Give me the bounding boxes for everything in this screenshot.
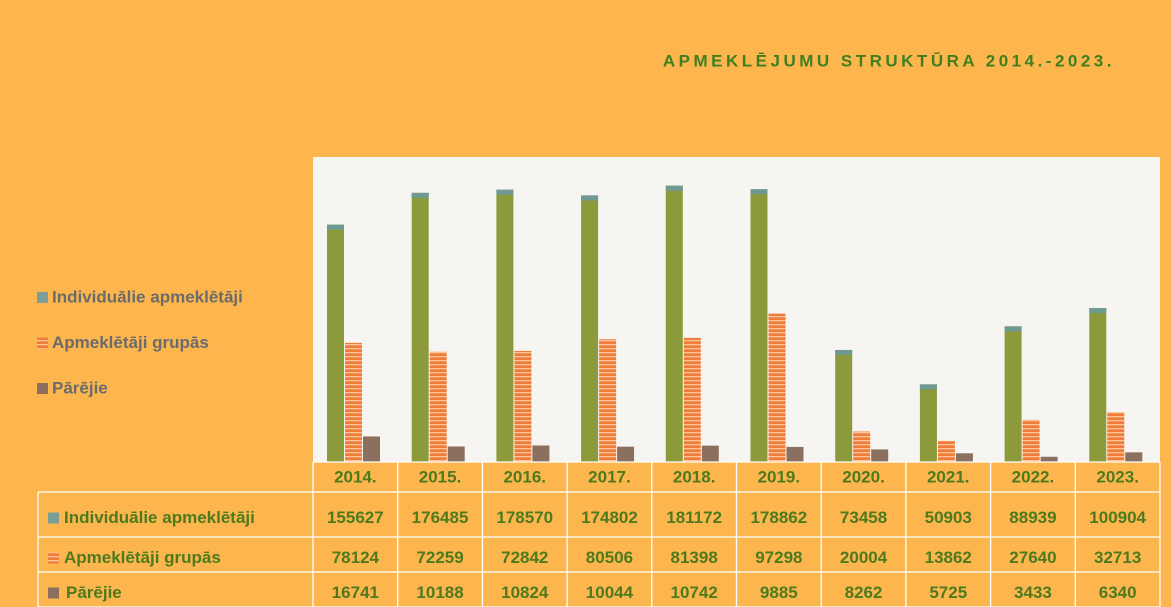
bar xyxy=(665,185,683,462)
table-value: 10044 xyxy=(586,583,634,602)
bar xyxy=(853,431,871,462)
legend-swatch xyxy=(48,587,59,599)
table-value: 174802 xyxy=(581,508,638,527)
table-value: 72842 xyxy=(501,548,548,567)
table-value: 78124 xyxy=(332,548,380,567)
table-value: 50903 xyxy=(925,508,972,527)
bar-cap xyxy=(411,192,429,198)
legend-swatch xyxy=(37,337,48,349)
table-value: 6340 xyxy=(1099,583,1137,602)
table-value: 10188 xyxy=(416,583,463,602)
table-row-label: Apmeklētāji grupās xyxy=(64,548,221,567)
table-value: 81398 xyxy=(671,548,718,567)
table-value: 73458 xyxy=(840,508,887,527)
x-tick-label: 2020. xyxy=(842,467,885,486)
table-row-label: Individuālie apmeklētāji xyxy=(64,508,255,527)
bar xyxy=(599,339,617,462)
bar xyxy=(835,349,853,462)
table-value: 176485 xyxy=(412,508,469,527)
table-value: 178862 xyxy=(750,508,807,527)
bar xyxy=(701,445,719,462)
table-value: 72259 xyxy=(416,548,463,567)
table-value: 80506 xyxy=(586,548,633,567)
legend-swatch xyxy=(48,512,59,524)
table-value: 27640 xyxy=(1009,548,1056,567)
bar xyxy=(411,192,429,462)
bar xyxy=(617,446,635,462)
bar-cap xyxy=(750,189,768,195)
bar-cap xyxy=(1089,308,1107,314)
x-tick-label: 2018. xyxy=(673,467,716,486)
bar xyxy=(532,445,550,462)
bar xyxy=(919,384,937,462)
x-tick-label: 2014. xyxy=(334,467,377,486)
legend-swatch xyxy=(48,552,59,564)
x-tick-label: 2017. xyxy=(588,467,631,486)
bar-cap xyxy=(581,195,599,201)
bar xyxy=(937,440,955,462)
bar-cap xyxy=(835,349,853,355)
table-value: 10742 xyxy=(671,583,718,602)
table-value: 3433 xyxy=(1014,583,1052,602)
bar xyxy=(1089,308,1107,462)
bar xyxy=(327,224,344,462)
legend-label: Apmeklētāji grupās xyxy=(52,333,209,352)
x-tick-label: 2015. xyxy=(419,467,462,486)
table-value: 178570 xyxy=(496,508,553,527)
table-value: 10824 xyxy=(501,583,549,602)
bar xyxy=(1004,326,1022,462)
x-tick-label: 2021. xyxy=(927,467,970,486)
table-value: 155627 xyxy=(327,508,384,527)
legend-label: Pārējie xyxy=(52,378,108,397)
bar xyxy=(345,342,362,462)
chart-title: APMEKLĒJUMU STRUKTŪRA 2014.-2023. xyxy=(663,51,1115,70)
legend-label: Individuālie apmeklētāji xyxy=(52,287,243,306)
bar xyxy=(955,453,973,462)
legend-swatch xyxy=(37,383,48,394)
bar-cap xyxy=(1004,326,1022,332)
table-row-label: Pārējie xyxy=(66,583,122,602)
table-value: 32713 xyxy=(1094,548,1141,567)
bar xyxy=(1125,452,1143,462)
bar xyxy=(768,313,786,462)
table-value: 8262 xyxy=(845,583,883,602)
bar-cap xyxy=(919,384,937,390)
bar-cap xyxy=(665,185,683,191)
bar xyxy=(363,436,380,462)
bar xyxy=(1040,456,1058,462)
table-value: 9885 xyxy=(760,583,798,602)
x-tick-label: 2022. xyxy=(1012,467,1055,486)
bar xyxy=(1107,412,1125,462)
bar xyxy=(514,350,532,462)
bar xyxy=(750,189,768,462)
table-value: 100904 xyxy=(1089,508,1146,527)
table-value: 16741 xyxy=(332,583,379,602)
legend-swatch xyxy=(37,292,48,303)
table-value: 88939 xyxy=(1009,508,1056,527)
bar xyxy=(683,337,701,462)
x-tick-label: 2016. xyxy=(503,467,546,486)
table-value: 5725 xyxy=(929,583,967,602)
table-value: 97298 xyxy=(755,548,802,567)
bar xyxy=(447,446,465,462)
bar xyxy=(1022,419,1040,462)
bar xyxy=(871,449,889,462)
table-value: 181172 xyxy=(666,508,722,527)
x-tick-label: 2023. xyxy=(1096,467,1139,486)
bar-cap xyxy=(496,189,514,195)
bar-cap xyxy=(327,224,344,230)
table-value: 13862 xyxy=(925,548,972,567)
bar xyxy=(581,195,599,463)
table-value: 20004 xyxy=(840,548,888,567)
bar xyxy=(496,189,514,462)
x-tick-label: 2019. xyxy=(758,467,801,486)
bar xyxy=(786,446,804,462)
bar xyxy=(429,351,447,462)
